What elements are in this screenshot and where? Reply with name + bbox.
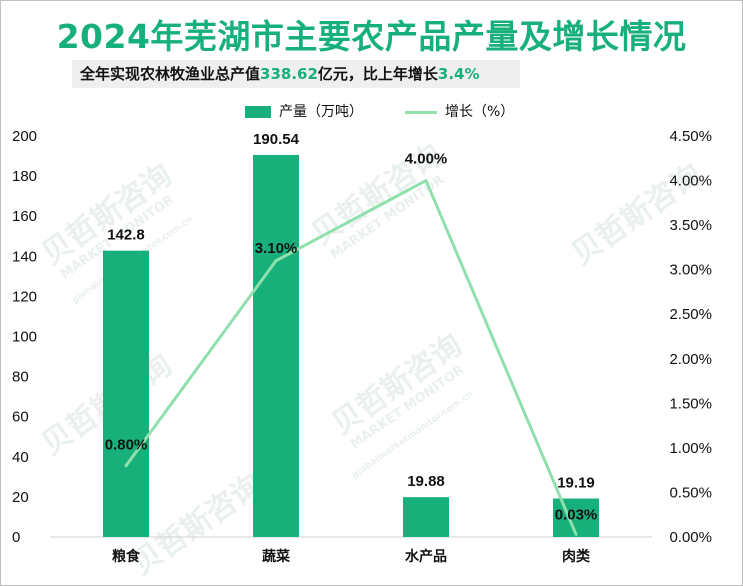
left-tick-label: 0	[12, 529, 20, 546]
growth-point	[274, 259, 278, 263]
bar-data-label: 19.88	[407, 473, 445, 490]
right-tick-label: 0.00%	[669, 529, 712, 546]
category-label: 水产品	[405, 548, 447, 565]
right-tick-label: 4.50%	[669, 128, 712, 145]
bar-data-label: 190.54	[253, 131, 300, 148]
growth-point	[124, 464, 128, 468]
bar-data-label: 142.8	[107, 227, 145, 244]
right-tick-label: 4.00%	[669, 173, 712, 190]
line-data-label: 4.00%	[405, 151, 448, 168]
left-tick-label: 40	[12, 449, 29, 466]
bar-data-label: 19.19	[557, 475, 595, 492]
line-data-label: 0.80%	[105, 437, 148, 454]
category-label: 粮食	[112, 548, 141, 565]
legend-bar-swatch	[245, 106, 271, 118]
left-tick-label: 160	[12, 208, 37, 225]
left-tick-label: 20	[12, 489, 29, 506]
line-data-labels: 0.80% 3.10% 4.00% 0.03%	[105, 151, 598, 524]
right-tick-label: 1.50%	[669, 395, 712, 412]
legend-line-label: 增长（%）	[445, 104, 515, 120]
right-tick-label: 1.00%	[669, 440, 712, 457]
line-data-label: 3.10%	[255, 240, 298, 257]
growth-line	[124, 179, 578, 535]
bar-series	[103, 154, 599, 538]
subtitle-mid: 亿元，比上年增长	[317, 65, 438, 83]
bar-2	[403, 497, 449, 537]
left-tick-label: 140	[12, 248, 37, 265]
chart-subtitle: 全年实现农林牧渔业总产值338.62亿元，比上年增长3.4%	[72, 60, 520, 88]
chart-title: 2024年芜湖市主要农产品产量及增长情况	[56, 17, 687, 56]
right-axis: 0.00% 0.50% 1.00% 1.50% 2.00% 2.50% 3.00% 3.50%…	[669, 128, 712, 546]
category-label: 蔬菜	[262, 548, 291, 565]
left-axis: 0 20 40 60 80 100 120 140 160 180 200	[12, 128, 37, 546]
left-tick-label: 100	[12, 329, 37, 346]
left-tick-label: 120	[12, 288, 37, 305]
bar-1	[253, 154, 299, 538]
legend-line-swatch	[405, 111, 437, 114]
left-tick-label: 180	[12, 168, 37, 185]
growth-point	[574, 532, 578, 536]
left-tick-label: 200	[12, 128, 37, 145]
left-tick-label: 80	[12, 369, 29, 386]
right-tick-label: 2.50%	[669, 306, 712, 323]
left-tick-label: 60	[12, 409, 29, 426]
category-label: 肉类	[562, 548, 591, 565]
right-tick-label: 2.00%	[669, 351, 712, 368]
subtitle-growth-value: 3.4%	[437, 65, 480, 83]
category-axis: 粮食 蔬菜 水产品 肉类	[112, 548, 591, 565]
line-data-label: 0.03%	[555, 506, 598, 523]
bar-data-labels: 142.8 190.54 19.88 19.19	[107, 131, 595, 492]
growth-point	[424, 179, 428, 183]
right-tick-label: 3.00%	[669, 262, 712, 279]
growth-line-series	[124, 179, 578, 536]
subtitle-prefix: 全年实现农林牧渔业总产值	[80, 65, 261, 83]
right-tick-label: 0.50%	[669, 484, 712, 501]
bar-0	[103, 250, 149, 537]
right-tick-label: 3.50%	[669, 217, 712, 234]
legend-bar-label: 产量（万吨）	[279, 104, 363, 120]
subtitle-output-value: 338.62	[260, 65, 318, 83]
